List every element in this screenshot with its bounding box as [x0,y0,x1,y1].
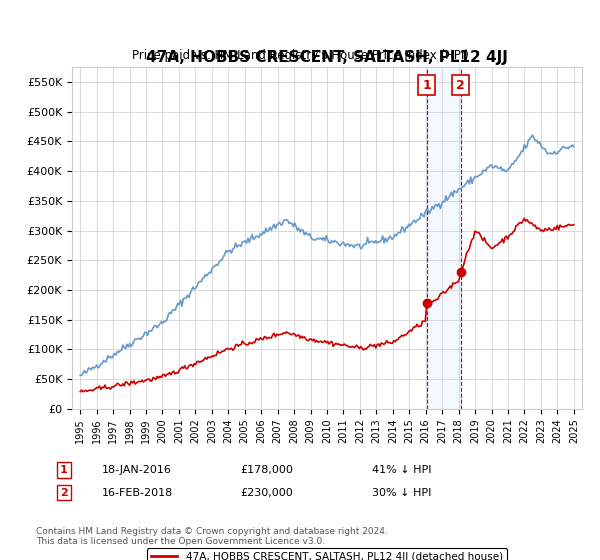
Text: 1: 1 [422,78,431,91]
Text: £230,000: £230,000 [240,488,293,498]
Text: Contains HM Land Registry data © Crown copyright and database right 2024.
This d: Contains HM Land Registry data © Crown c… [36,526,388,546]
Text: 1: 1 [60,465,68,475]
Text: 2: 2 [456,78,465,91]
Text: £178,000: £178,000 [240,465,293,475]
Title: 47A, HOBBS CRESCENT, SALTASH, PL12 4JJ: 47A, HOBBS CRESCENT, SALTASH, PL12 4JJ [146,50,508,64]
Text: Price paid vs. HM Land Registry's House Price Index (HPI): Price paid vs. HM Land Registry's House … [131,49,469,62]
Text: 41% ↓ HPI: 41% ↓ HPI [372,465,431,475]
Text: 2: 2 [60,488,68,498]
Text: 18-JAN-2016: 18-JAN-2016 [102,465,172,475]
Text: 30% ↓ HPI: 30% ↓ HPI [372,488,431,498]
Bar [427,67,461,409]
Legend: 47A, HOBBS CRESCENT, SALTASH, PL12 4JJ (detached house), HPI: Average price, det: 47A, HOBBS CRESCENT, SALTASH, PL12 4JJ (… [147,548,507,560]
Text: 16-FEB-2018: 16-FEB-2018 [102,488,173,498]
